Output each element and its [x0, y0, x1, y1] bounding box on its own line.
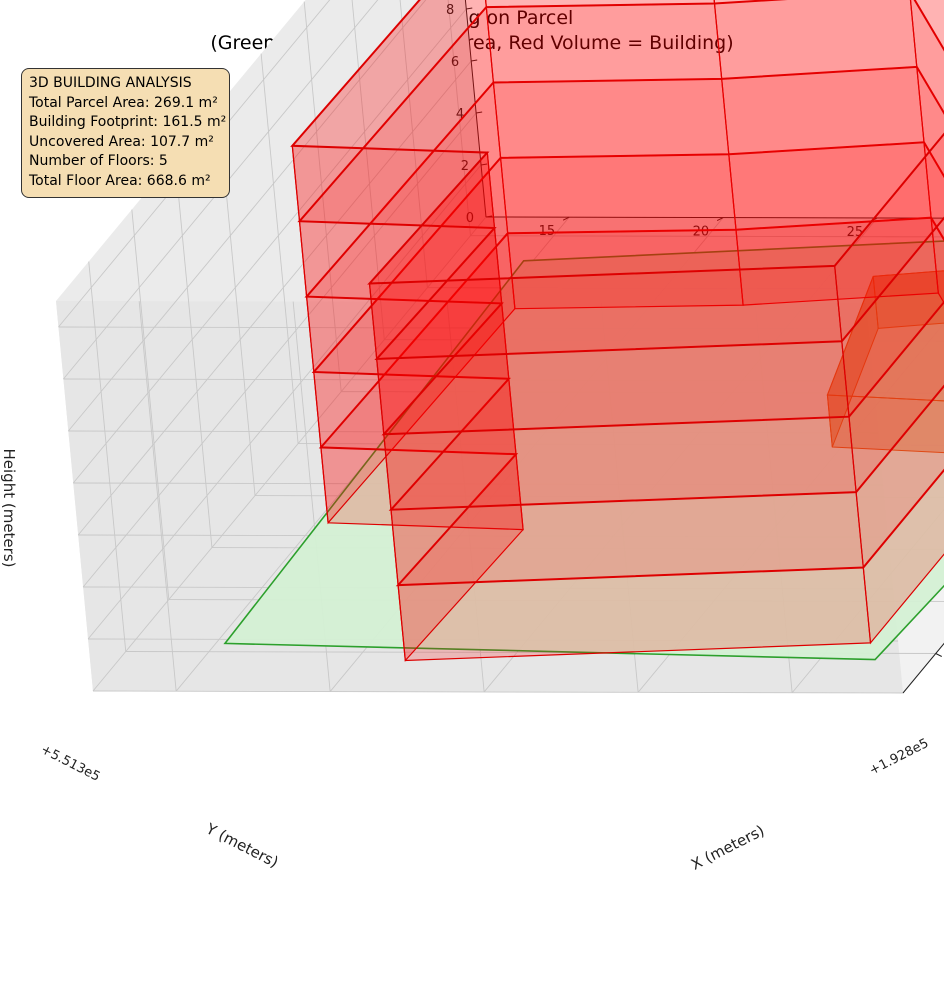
building-floor-wall [930, 217, 944, 304]
y-tick-label: 20 [693, 225, 710, 240]
building-floor-slab [290, 0, 944, 285]
info-parcel-area: Total Parcel Area: 269.1 m² [29, 94, 218, 111]
x-grid-line [260, 53, 299, 444]
y-axis-line [485, 216, 944, 219]
data-marks [223, 0, 944, 662]
building-floor-wall [916, 66, 944, 178]
y-axis-label: Y (meters) [202, 819, 281, 871]
z-grid-line [92, 216, 487, 692]
z-tick [476, 111, 483, 114]
tick-labels: 2.55.07.510.012.515.017.520.022.51520253… [446, 3, 942, 657]
y-offset-label: +5.513e5 [38, 742, 102, 785]
info-uncovered: Uncovered Area: 107.7 m² [29, 133, 214, 150]
z-grid-line [92, 690, 904, 694]
z-grid-line [58, 0, 331, 328]
x-axis-label: X (meters) [688, 821, 767, 873]
info-footprint: Building Footprint: 161.5 m² [29, 114, 227, 130]
z-tick-label: 0 [466, 211, 474, 226]
z-tick [471, 59, 478, 62]
building-floor-wall [485, 0, 716, 8]
x-offset-label: +1.928e5 [867, 736, 931, 779]
info-floor-area: Total Floor Area: 668.6 m² [29, 172, 211, 189]
z-tick-label: 2 [461, 159, 469, 174]
building-floor-wall [291, 0, 487, 223]
x-grid-line [470, 235, 944, 238]
y-tick [562, 216, 570, 221]
y-grid-line [138, 301, 177, 692]
z-tick [485, 215, 493, 218]
x-tick [935, 653, 942, 657]
z-tick [466, 7, 473, 10]
x-grid-line [88, 261, 127, 652]
building-floor-wall [909, 0, 944, 115]
parcel-platform [223, 240, 944, 661]
info-heading: 3D BUILDING ANALYSIS [29, 75, 192, 91]
z-tick [480, 163, 488, 166]
building-floor-wall [713, 0, 782, 5]
z-grid-line [63, 0, 379, 380]
x-grid-line [303, 1, 342, 392]
x-grid-line [174, 157, 213, 548]
z-tick-label: 8 [446, 3, 454, 18]
z-grid-line [77, 60, 472, 536]
z-grid-line [87, 164, 482, 640]
x-grid-line [399, 0, 428, 288]
y-tick [716, 217, 724, 222]
z-tick-label: 4 [456, 107, 464, 122]
z-grid-line [72, 8, 467, 484]
x-grid-line [447, 0, 471, 236]
z-axis-label: Height (meters) [0, 449, 18, 568]
x-grid-line [131, 209, 170, 600]
analysis-info-box: 3D BUILDING ANALYSIS Total Parcel Area: … [21, 68, 230, 198]
building-floor-wall [914, 0, 944, 51]
info-floors: Number of Floors: 5 [29, 153, 168, 169]
z-grid-line [67, 0, 427, 432]
building-floor-wall [923, 141, 944, 241]
z-tick-label: 6 [451, 55, 459, 70]
z-grid-line [82, 112, 477, 588]
